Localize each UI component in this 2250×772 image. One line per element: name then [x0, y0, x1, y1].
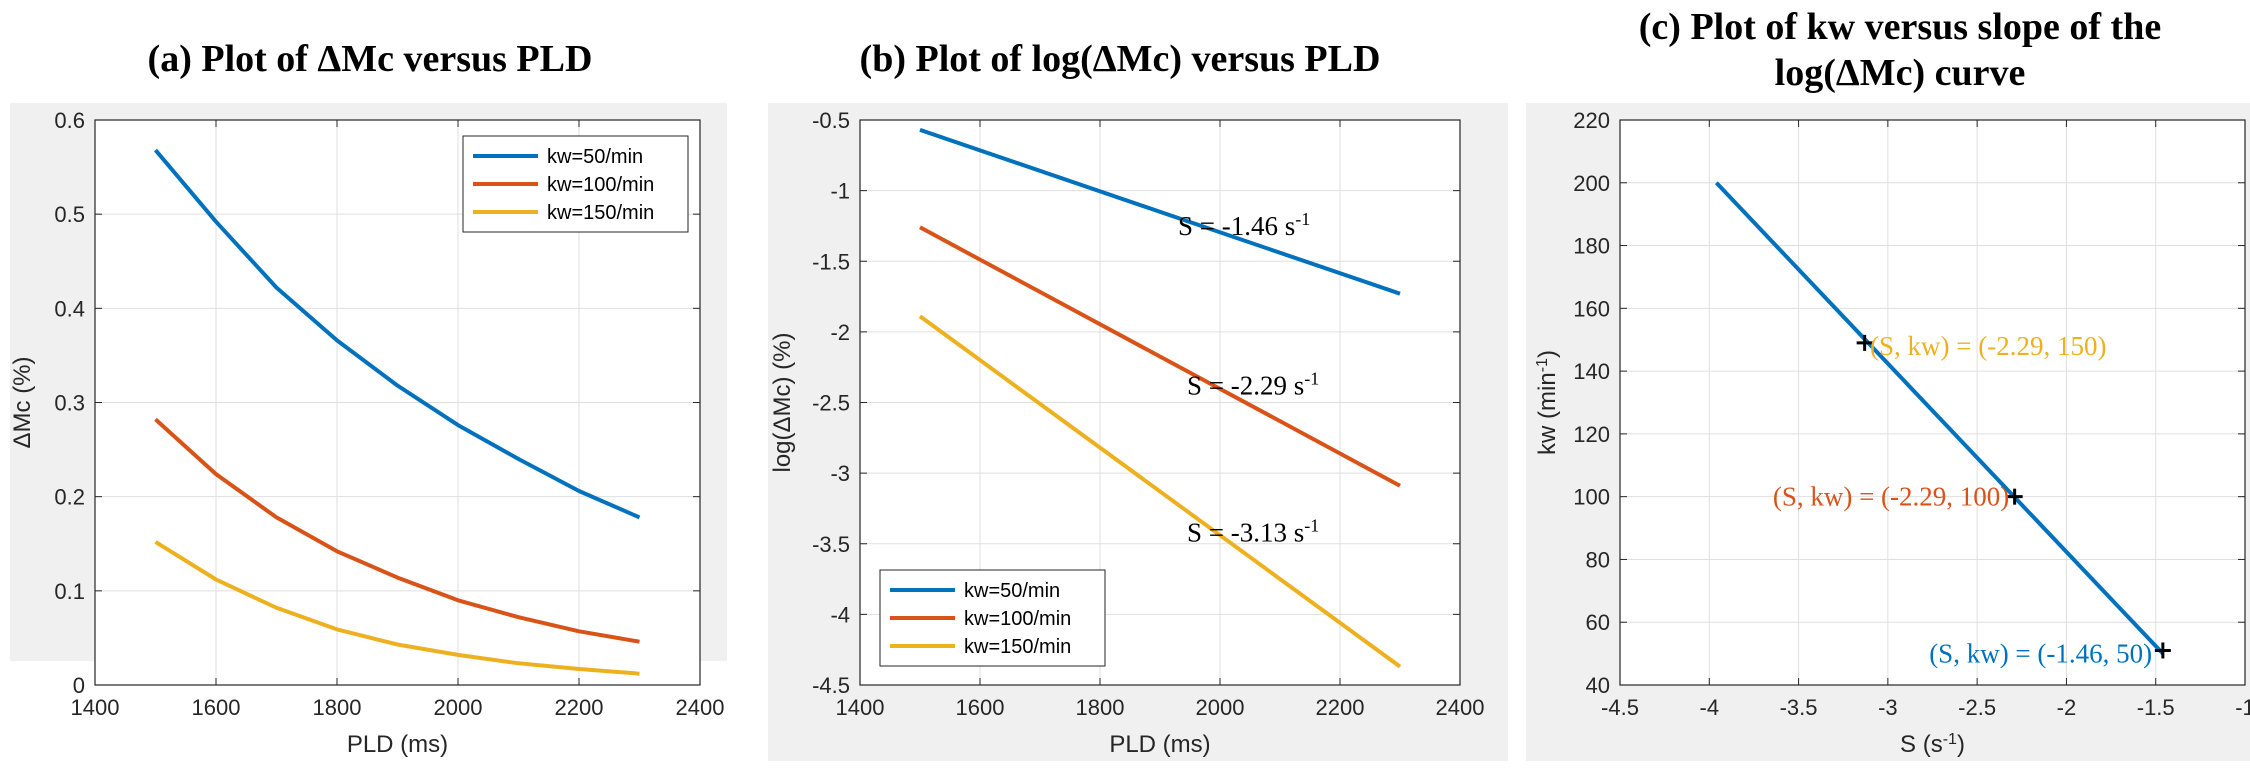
x-tick-label: 2200	[555, 695, 604, 720]
annotation-1: (S, kw) = (-2.29, 100)	[1773, 482, 2009, 512]
y-tick-label: -1	[830, 179, 850, 204]
y-tick-label: 200	[1573, 171, 1610, 196]
y-tick-label: 0.3	[54, 391, 85, 416]
panel-b-title: (b) Plot of log(ΔMc) versus PLD	[859, 38, 1381, 80]
x-tick-label: -3.5	[1780, 695, 1818, 720]
x-tick-label: -2.5	[1958, 695, 1996, 720]
y-tick-label: -2.5	[812, 391, 850, 416]
legend-label-2: kw=150/min	[547, 202, 654, 224]
series-line-1	[154, 417, 640, 644]
x-tick-label: 2400	[1436, 695, 1485, 720]
y-tick-label: 0	[73, 673, 85, 698]
y-tick-label: -2	[830, 320, 850, 345]
y-tick-label: 0.6	[54, 108, 85, 133]
y-tick-label: 120	[1573, 422, 1610, 447]
y-tick-label: 220	[1573, 108, 1610, 133]
x-tick-label: 2200	[1316, 695, 1365, 720]
x-axis-label: PLD (ms)	[1109, 731, 1210, 758]
y-tick-label: 0.4	[54, 296, 85, 321]
series-line-2	[918, 314, 1402, 669]
legend: kw=50/min kw=100/min kw=150/min	[462, 135, 689, 233]
x-axis-label: PLD (ms)	[347, 731, 448, 758]
panel-a-title: (a) Plot of ΔMc versus PLD	[147, 38, 593, 80]
x-tick-label: 1400	[836, 695, 885, 720]
x-tick-label: 1800	[1076, 695, 1125, 720]
legend-label-1: kw=100/min	[964, 608, 1071, 630]
annotation-2: S = -3.13 s-1	[1187, 515, 1319, 547]
y-tick-label: 0.5	[54, 202, 85, 227]
annotation-2: (S, kw) = (-1.46, 50)	[1929, 639, 2152, 669]
x-tick-label: 2000	[1196, 695, 1245, 720]
x-tick-label: -4.5	[1601, 695, 1639, 720]
y-tick-label: 180	[1573, 234, 1610, 259]
series-line-1	[919, 225, 1401, 488]
y-tick-label: -1.5	[812, 249, 850, 274]
axes-box	[859, 119, 1461, 686]
legend-label-2: kw=150/min	[964, 636, 1071, 658]
y-tick-label: -0.5	[812, 108, 850, 133]
annotation-0: S = -1.46 s-1	[1178, 209, 1310, 241]
y-tick-label: 80	[1586, 547, 1610, 572]
y-tick-label: -4	[830, 602, 850, 627]
y-tick-label: 160	[1573, 296, 1610, 321]
marker-plus-0	[1856, 334, 1873, 351]
y-tick-label: -3	[830, 461, 850, 486]
legend: kw=50/min kw=100/min kw=150/min	[879, 569, 1106, 667]
y-tick-label: 0.1	[54, 579, 85, 604]
chart-2: -4.5 -4 -3.5 -3 -2.5 -2 -1.5 -1 40 60 80 100 120 140 1…	[1526, 103, 2250, 761]
x-tick-label: 1400	[71, 695, 120, 720]
x-tick-label: -1	[2235, 695, 2250, 720]
legend-label-1: kw=100/min	[547, 174, 654, 196]
series-line-0	[1714, 181, 2165, 655]
chart-1: 1400 1600 1800 2000 2200 2400 -4.5 -4 -3.5 -3 -2.5…	[768, 103, 1508, 761]
annotation-0: (S, kw) = (-2.29, 150)	[1870, 331, 2106, 361]
y-tick-label: 100	[1573, 485, 1610, 510]
plot-area	[1620, 120, 2245, 685]
y-tick-label: 0.2	[54, 485, 85, 510]
legend-label-0: kw=50/min	[547, 146, 643, 168]
y-tick-label: 60	[1586, 610, 1610, 635]
chart-0: 1400 1600 1800 2000 2200 2400 0 0.1 0.2 0.3 0.4 0.5…	[9, 103, 727, 758]
x-tick-label: -4	[1700, 695, 1720, 720]
x-tick-label: -3	[1878, 695, 1898, 720]
series-line-2	[154, 540, 640, 676]
panel-c-title: (c) Plot of kw versus slope of the log(Δ…	[1638, 6, 2162, 94]
annotation-1: S = -2.29 s-1	[1187, 369, 1319, 401]
y-tick-label: 40	[1586, 673, 1610, 698]
y-axis-label: ΔMc (%)	[9, 356, 36, 448]
series-line-0	[919, 128, 1401, 296]
y-axis-label: log(ΔMc) (%)	[769, 332, 796, 472]
series-line-0	[153, 148, 641, 520]
axes-box	[94, 119, 701, 686]
marker-plus-1	[2006, 488, 2023, 505]
x-tick-label: 2400	[676, 695, 725, 720]
x-tick-label: -2	[2057, 695, 2077, 720]
y-tick-label: -3.5	[812, 532, 850, 557]
x-tick-label: 2000	[434, 695, 483, 720]
x-tick-label: 1600	[192, 695, 241, 720]
marker-plus-2	[2154, 642, 2171, 659]
x-tick-label: 1600	[956, 695, 1005, 720]
axes-box	[1619, 119, 2246, 686]
y-tick-label: 140	[1573, 359, 1610, 384]
x-tick-label: 1800	[313, 695, 362, 720]
legend-label-0: kw=50/min	[964, 580, 1060, 602]
y-tick-label: -4.5	[812, 673, 850, 698]
x-tick-label: -1.5	[2137, 695, 2175, 720]
